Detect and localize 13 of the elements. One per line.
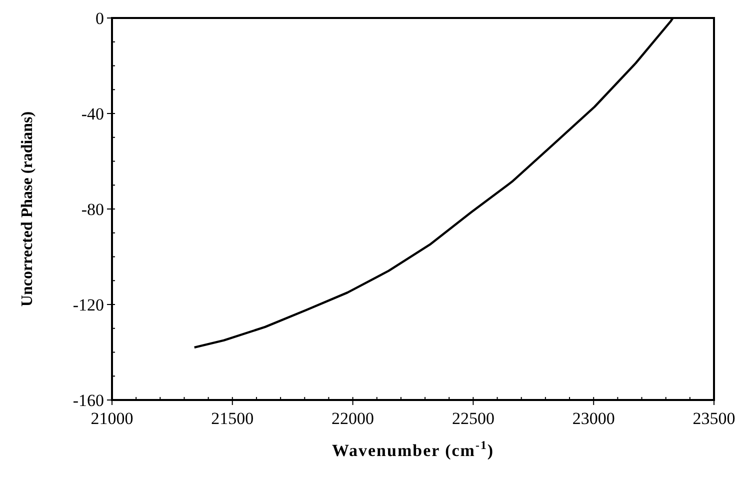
x-tick-label: 23500	[692, 409, 736, 428]
x-axis-title: Wavenumber (cm$^{-1}$)	[332, 438, 494, 460]
y-tick-label: -40	[81, 104, 104, 124]
x-tick-label: 22500	[452, 409, 494, 428]
y-tick-label: -120	[72, 295, 104, 314]
y-tick-label: -80	[81, 200, 104, 219]
y-axis-title: Uncorrected Phase (radians)	[19, 111, 36, 307]
y-tick-label: -160	[72, 390, 104, 410]
x-tick-label: 21500	[211, 409, 254, 428]
x-tick-label: 22000	[332, 409, 374, 428]
y-tick-label: 0	[96, 8, 104, 28]
x-tick-label: 23000	[572, 409, 615, 428]
x-tick-label: 21000	[90, 409, 134, 428]
